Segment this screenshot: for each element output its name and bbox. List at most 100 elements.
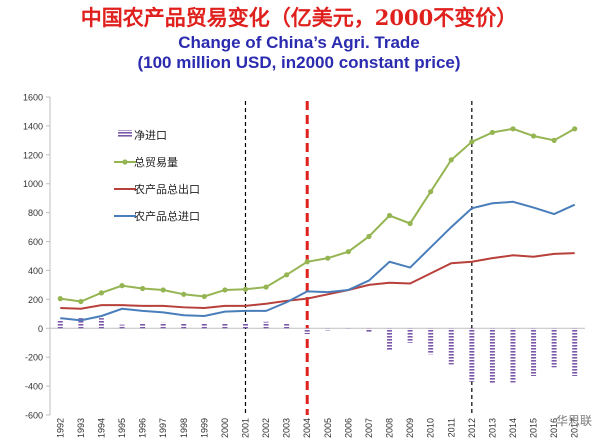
y-tick-label: 400 [28,266,43,276]
y-tick-label: -400 [25,382,43,392]
bar-net-import-2013 [489,328,495,384]
y-tick-label: 1400 [23,121,43,131]
x-tick-label: 2016 [549,418,559,438]
x-tick-label: 2005 [323,418,333,438]
series-point-2013 [489,129,496,136]
x-tick-label: 2009 [405,418,415,438]
y-tick-label: 1600 [23,93,43,103]
y-tick-label: 600 [28,237,43,247]
bar-net-import-2004 [304,328,310,335]
bar-net-import-1997 [160,322,166,329]
series-point-2017 [572,126,578,132]
series-point-2004 [304,259,310,265]
bar-net-import-2011 [448,328,454,365]
bar-net-import-1993 [78,318,84,329]
x-tick-label: 2004 [302,418,312,438]
series-point-2006 [345,249,351,255]
series-line-3 [60,200,576,322]
x-tick-label: 1999 [199,418,209,438]
bar-net-import-2017 [572,328,578,376]
y-tick-label: -200 [25,353,43,363]
series-point-2014 [510,126,516,132]
bar-net-import-1998 [181,323,187,329]
y-tick-label: 0 [38,324,43,334]
watermark-text: 华思联 [555,414,592,428]
x-tick-label: 1992 [55,418,65,438]
series-point-2012 [469,139,475,145]
bar-net-import-1996 [140,323,146,329]
x-tick-label: 2007 [364,418,374,438]
series-point-1996 [139,285,146,292]
x-tick-label: 2013 [487,418,497,438]
series-line-2 [60,252,575,310]
bar-net-import-2009 [407,328,413,343]
bar-net-import-2016 [551,328,557,368]
x-tick-label: 1994 [96,418,106,438]
x-tick-label: 2017 [570,418,580,438]
x-tick-label: 1995 [117,418,127,438]
y-tick-label: 800 [28,208,43,218]
series-point-2005 [325,255,331,261]
x-tick-label: 1993 [76,418,86,438]
legend-swatch-net-import [118,130,132,138]
series-point-2008 [386,212,393,219]
x-tick-label: 2008 [385,418,395,438]
bar-net-import-2000 [222,323,228,329]
series-point-2010 [428,189,434,195]
series-point-2003 [284,272,290,278]
bar-net-import-1992 [57,319,63,329]
legend-label: 农产品总出口 [134,182,200,196]
series-point-2007 [366,233,372,240]
series-point-1994 [98,290,105,296]
bar-net-import-2012 [469,328,475,382]
series-point-2009 [407,220,413,227]
chart-title-en: Change of China’s Agri. Trade [178,33,420,52]
x-tick-label: 2006 [343,418,353,438]
series-point-1998 [181,291,187,297]
legend-label: 总贸易量 [134,155,178,169]
legend-label: 净进口 [134,128,167,142]
bar-net-import-1994 [98,318,104,329]
bar-net-import-2008 [387,328,393,350]
chart-subtitle-en: (100 million USD, in2000 constant price) [137,53,461,72]
series-point-1992 [57,296,63,302]
legend-label: 农产品总进口 [134,209,200,223]
bar-net-import-2015 [531,328,537,376]
x-tick-label: 1996 [138,418,148,438]
x-tick-label: 2012 [467,418,477,438]
x-tick-label: 2003 [282,418,292,438]
series-point-2000 [222,287,228,293]
bar-net-import-1995 [119,324,125,329]
x-tick-label: 2002 [261,418,271,438]
series-point-2011 [448,157,454,163]
legend-swatch-marker [122,159,128,165]
series-point-2001 [242,286,249,292]
series-point-2015 [530,133,537,139]
y-tick-label: 200 [28,295,43,305]
bar-net-import-2005 [325,328,331,331]
series-line-1 [60,127,576,303]
x-tick-label: 2000 [220,418,230,438]
y-tick-label: 1200 [23,150,43,160]
chart-title-cn: 中国农产品贸易变化（亿美元，2000不变价） [80,5,518,30]
bar-net-import-2001 [242,323,248,329]
series-point-1993 [78,298,84,305]
bar-net-import-2003 [284,323,290,329]
x-tick-label: 2011 [446,418,456,437]
bar-net-import-2002 [263,321,269,329]
y-tick-label: 1000 [23,179,43,189]
bar-net-import-1999 [201,323,207,329]
bar-net-import-2007 [366,328,372,333]
bar-net-import-2006 [345,328,351,330]
series-point-2002 [263,284,269,290]
series-point-1995 [119,283,125,289]
bar-net-import-2010 [428,328,434,355]
x-tick-label: 1998 [179,418,189,438]
x-tick-label: 2014 [508,418,518,438]
x-tick-label: 2015 [529,418,539,438]
y-tick-label: -600 [25,411,43,421]
x-tick-label: 2001 [240,418,250,438]
series-point-1999 [201,293,207,300]
x-tick-label: 1997 [158,418,168,438]
